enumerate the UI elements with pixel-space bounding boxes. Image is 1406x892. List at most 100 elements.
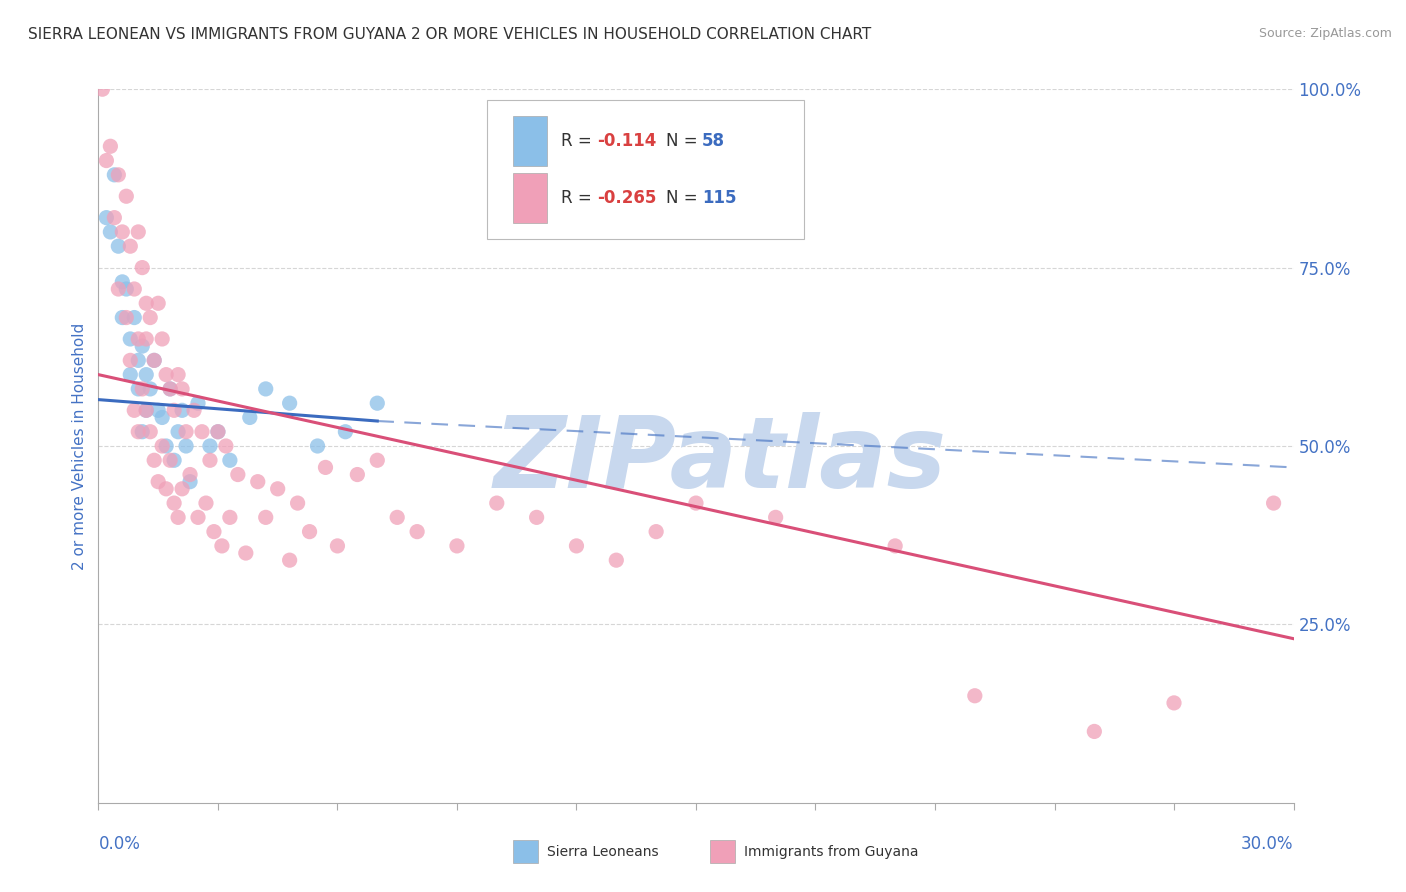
Point — [135, 332, 157, 346]
Point — [120, 332, 142, 346]
Point — [91, 82, 114, 96]
Point — [107, 239, 129, 253]
Point — [111, 225, 134, 239]
Point — [406, 524, 429, 539]
Point — [159, 382, 181, 396]
Point — [219, 453, 242, 467]
Text: 30.0%: 30.0% — [1241, 835, 1294, 853]
Point — [96, 211, 118, 225]
Text: SIERRA LEONEAN VS IMMIGRANTS FROM GUYANA 2 OR MORE VEHICLES IN HOUSEHOLD CORRELA: SIERRA LEONEAN VS IMMIGRANTS FROM GUYANA… — [28, 27, 872, 42]
Point — [765, 510, 787, 524]
Point — [246, 475, 269, 489]
Point — [215, 439, 238, 453]
Point — [127, 332, 149, 346]
Point — [179, 475, 201, 489]
Point — [111, 310, 134, 325]
FancyBboxPatch shape — [513, 173, 547, 223]
Point — [685, 496, 707, 510]
Point — [155, 368, 177, 382]
Point — [298, 524, 321, 539]
Point — [120, 353, 142, 368]
Point — [366, 453, 388, 467]
Text: Sierra Leoneans: Sierra Leoneans — [547, 845, 658, 859]
Point — [211, 539, 233, 553]
Point — [645, 524, 668, 539]
Point — [120, 368, 142, 382]
Point — [148, 403, 170, 417]
Text: R =: R = — [561, 132, 598, 150]
Point — [143, 353, 166, 368]
Point — [163, 496, 186, 510]
Point — [111, 275, 134, 289]
Point — [150, 439, 173, 453]
Point — [226, 467, 249, 482]
Point — [179, 467, 201, 482]
Point — [198, 439, 221, 453]
Point — [148, 296, 170, 310]
Point — [254, 382, 277, 396]
Text: Immigrants from Guyana: Immigrants from Guyana — [744, 845, 918, 859]
Point — [135, 403, 157, 417]
Point — [163, 453, 186, 467]
Point — [174, 439, 197, 453]
Point — [96, 153, 118, 168]
Point — [167, 510, 190, 524]
Point — [315, 460, 337, 475]
Point — [139, 425, 162, 439]
Text: -0.265: -0.265 — [596, 189, 657, 207]
Point — [163, 403, 186, 417]
Text: R =: R = — [561, 189, 598, 207]
Point — [127, 225, 149, 239]
Text: 0.0%: 0.0% — [98, 835, 141, 853]
Point — [115, 310, 138, 325]
Point — [172, 403, 194, 417]
Point — [135, 296, 157, 310]
Text: 115: 115 — [702, 189, 737, 207]
Text: Source: ZipAtlas.com: Source: ZipAtlas.com — [1258, 27, 1392, 40]
Point — [172, 482, 194, 496]
Point — [159, 382, 181, 396]
Point — [526, 510, 548, 524]
Text: 58: 58 — [702, 132, 725, 150]
Point — [307, 439, 329, 453]
Point — [103, 211, 125, 225]
Point — [187, 510, 209, 524]
Point — [267, 482, 290, 496]
Point — [107, 282, 129, 296]
Point — [1083, 724, 1105, 739]
Point — [150, 410, 173, 425]
Point — [98, 225, 122, 239]
Point — [884, 539, 907, 553]
Point — [207, 425, 229, 439]
Point — [155, 482, 177, 496]
Point — [346, 467, 368, 482]
Point — [183, 403, 205, 417]
Point — [254, 510, 277, 524]
Point — [159, 453, 181, 467]
Point — [107, 168, 129, 182]
Point — [565, 539, 588, 553]
Point — [155, 439, 177, 453]
Point — [278, 396, 301, 410]
Y-axis label: 2 or more Vehicles in Household: 2 or more Vehicles in Household — [72, 322, 87, 570]
Text: -0.114: -0.114 — [596, 132, 657, 150]
Point — [139, 310, 162, 325]
Point — [103, 168, 125, 182]
Point — [131, 339, 153, 353]
Point — [127, 382, 149, 396]
Text: ZIPatlas: ZIPatlas — [494, 412, 946, 508]
Text: N =: N = — [666, 189, 703, 207]
Point — [485, 496, 508, 510]
Point — [127, 425, 149, 439]
Point — [605, 553, 627, 567]
Point — [239, 410, 262, 425]
Point — [335, 425, 357, 439]
Point — [143, 453, 166, 467]
Point — [198, 453, 221, 467]
Point — [287, 496, 309, 510]
Point — [127, 353, 149, 368]
Point — [366, 396, 388, 410]
Point — [202, 524, 225, 539]
Point — [135, 368, 157, 382]
Point — [207, 425, 229, 439]
